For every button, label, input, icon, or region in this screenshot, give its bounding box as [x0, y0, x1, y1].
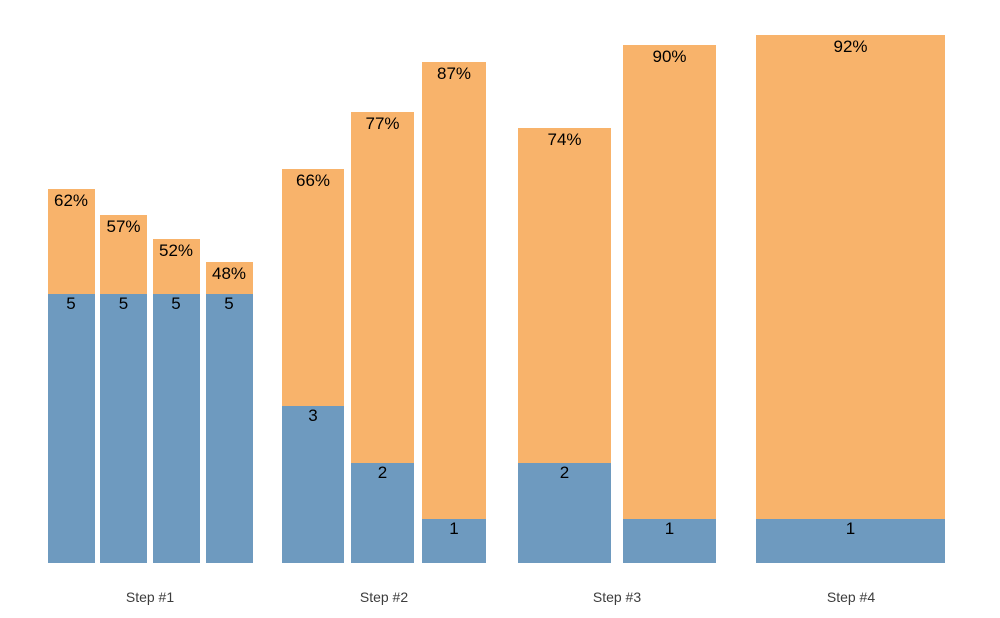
bar-count-label: 3 — [308, 406, 318, 425]
bar: 66% 3 — [282, 169, 344, 563]
bar-segment-bottom — [518, 463, 611, 563]
bar-count-label: 1 — [449, 519, 459, 538]
bar-percent-label: 77% — [365, 114, 400, 133]
bar-segment-bottom — [623, 519, 716, 563]
bar: 48% 5 — [205, 262, 253, 563]
x-axis-tick-label: Step #2 — [359, 589, 409, 605]
bar-percent-label: 90% — [652, 47, 687, 66]
bar-segment-bottom — [351, 463, 414, 563]
x-axis-tick-label: Step #3 — [592, 589, 642, 605]
bar-count-label: 1 — [664, 519, 675, 538]
bar-percent-label: 52% — [158, 241, 194, 260]
bar: 77% 2 — [351, 112, 414, 563]
bar-count-label: 5 — [118, 294, 129, 313]
bar: 52% 5 — [152, 239, 200, 563]
bar-count-label: 2 — [377, 463, 388, 482]
bar-percent-label: 66% — [295, 171, 331, 190]
bar: 74% 2 — [518, 128, 611, 563]
bar-segment-bottom — [205, 294, 253, 563]
bar-segment-bottom — [152, 294, 200, 563]
bar: 92% 1 — [756, 35, 945, 563]
bar-percent-label: 87% — [436, 64, 472, 83]
bar-segment-bottom — [422, 519, 486, 563]
bar: 87% 1 — [422, 62, 486, 563]
bar-percent-label: 57% — [106, 217, 141, 236]
x-axis-tick-label: Step #4 — [826, 589, 876, 605]
bar-percent-label: 74% — [547, 130, 582, 149]
bar-count-label: 5 — [66, 294, 76, 313]
bar-percent-label: 48% — [211, 264, 247, 283]
bar-count-label: 1 — [845, 519, 856, 538]
bar-segment-bottom — [282, 406, 344, 563]
bar-count-label: 5 — [171, 294, 181, 313]
bar-segment-bottom — [100, 294, 147, 563]
bar-percent-label: 62% — [53, 191, 89, 210]
bar: 62% 5 — [47, 189, 95, 563]
bar: 90% 1 — [623, 45, 716, 563]
x-axis-tick-label: Step #1 — [125, 589, 175, 605]
bar-segment-bottom — [47, 294, 95, 563]
bar-count-label: 2 — [559, 463, 570, 482]
bar-segment-bottom — [756, 519, 945, 563]
bar-percent-label: 92% — [833, 37, 868, 56]
bar-count-label: 5 — [224, 294, 234, 313]
bar: 57% 5 — [100, 215, 147, 563]
